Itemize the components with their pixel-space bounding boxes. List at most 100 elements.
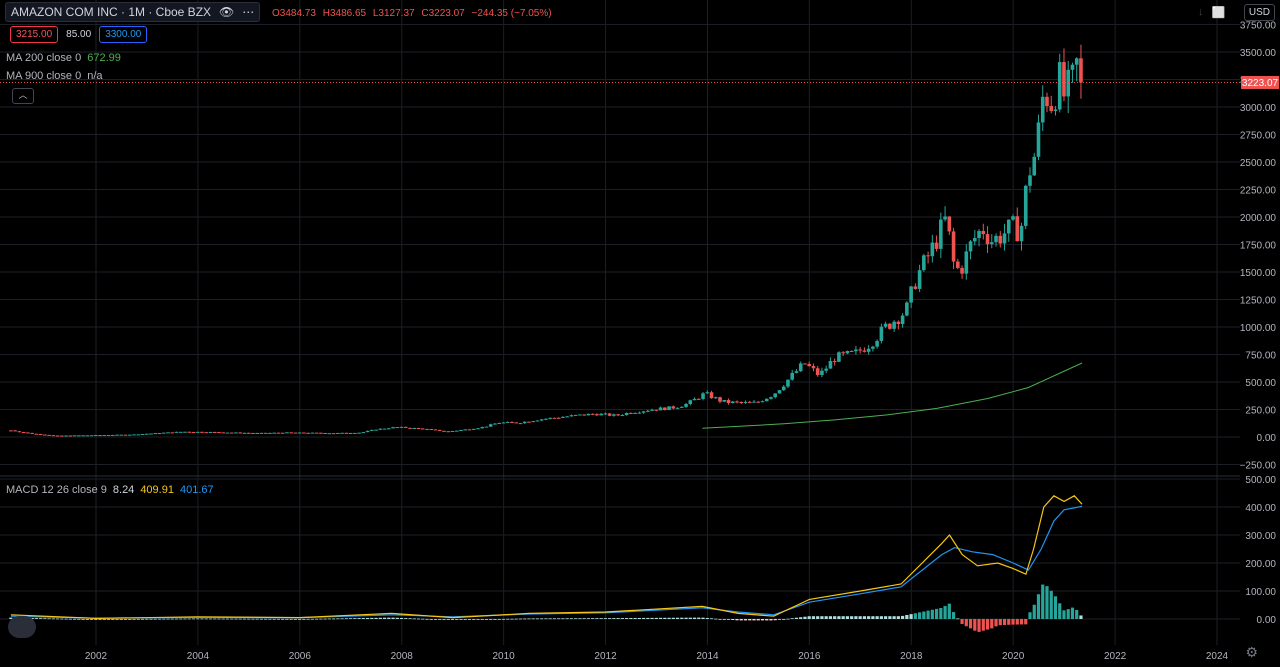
macd-hist-bar bbox=[667, 617, 671, 619]
candle-body bbox=[26, 432, 30, 434]
candle-body bbox=[841, 352, 845, 354]
macd-hist-bar bbox=[89, 619, 94, 620]
macd-hist-bar bbox=[990, 619, 994, 629]
candle-body bbox=[293, 432, 298, 434]
candle-body bbox=[505, 421, 510, 423]
macd-hist-bar bbox=[735, 619, 739, 621]
macd-legend[interactable]: MACD 12 26 close 9 8.24 409.91 401.67 bbox=[6, 484, 214, 496]
candle-body bbox=[497, 423, 502, 425]
macd-hist-bar bbox=[374, 617, 378, 619]
macd-hist-bar bbox=[799, 617, 803, 619]
candle-body bbox=[663, 407, 667, 411]
candle-body bbox=[582, 414, 586, 416]
candle-body bbox=[590, 413, 595, 415]
candle-body bbox=[917, 270, 922, 289]
macd-hist-bar bbox=[565, 618, 569, 620]
macd-hist-bar bbox=[850, 616, 854, 619]
eye-icon[interactable]: 👁 bbox=[219, 5, 235, 19]
candle-body bbox=[306, 432, 310, 434]
macd-hist-bar bbox=[1036, 594, 1041, 619]
candle-body bbox=[1019, 225, 1024, 242]
macd-hist-bar bbox=[238, 618, 242, 620]
candle-body bbox=[956, 261, 960, 268]
time-axis[interactable]: 2002 2004 2006 2008 2010 2012 2014 2016 2018 2020… bbox=[85, 651, 1229, 662]
candle-body bbox=[195, 431, 200, 433]
ma900-legend[interactable]: MA 900 close 0 n/a bbox=[6, 70, 103, 82]
symbol-title[interactable]: AMAZON COM INC · 1M · Cboe BZX bbox=[11, 5, 212, 19]
candle-body bbox=[259, 432, 264, 434]
macd-axis[interactable]: 500.00 400.00 300.00 200.00 100.00 0.00 bbox=[1245, 475, 1276, 626]
macd-hist-bar bbox=[1049, 590, 1053, 619]
macd-hist-bar bbox=[399, 617, 404, 619]
macd-hist-bar bbox=[722, 619, 726, 620]
candle-body bbox=[832, 361, 837, 363]
sell-button[interactable]: 3215.00 bbox=[10, 26, 59, 43]
candle-body bbox=[30, 432, 34, 434]
macd-hist-bar bbox=[1045, 586, 1049, 619]
candle-body bbox=[246, 432, 251, 434]
macd-hist-bar bbox=[569, 618, 574, 620]
candle-body bbox=[518, 423, 523, 425]
candle-body bbox=[140, 433, 145, 435]
price-tick-label: 1750.00 bbox=[1240, 241, 1277, 252]
candle-body bbox=[573, 414, 578, 416]
tradingview-logo-icon[interactable] bbox=[8, 616, 36, 638]
currency-button[interactable]: USD bbox=[1243, 4, 1275, 21]
macd-hist-bar bbox=[404, 618, 408, 619]
macd-hist-bar bbox=[276, 618, 281, 620]
ma200-legend[interactable]: MA 200 close 0 672.99 bbox=[6, 52, 121, 64]
candle-body bbox=[501, 422, 506, 424]
candle-body bbox=[752, 401, 756, 403]
more-icon[interactable]: ⋯ bbox=[242, 5, 255, 19]
candle-body bbox=[892, 321, 896, 329]
candle-body bbox=[387, 428, 391, 430]
candle-body bbox=[13, 430, 17, 432]
candle-body bbox=[81, 435, 85, 437]
macd-hist-bar bbox=[476, 619, 480, 620]
candle-body bbox=[204, 432, 209, 434]
macd-hist-bar bbox=[862, 616, 866, 619]
candle-body bbox=[866, 348, 871, 352]
candle-body bbox=[654, 409, 659, 411]
macd-hist-bar bbox=[1066, 609, 1070, 619]
candle-body bbox=[989, 242, 994, 245]
macd-hist-bar bbox=[200, 618, 204, 620]
candle-body bbox=[769, 397, 773, 399]
candle-body bbox=[467, 429, 472, 431]
candle-body bbox=[701, 393, 705, 399]
candle-body bbox=[1028, 175, 1032, 186]
macd-hist-bar bbox=[752, 619, 756, 621]
macd-hist-bar bbox=[748, 619, 752, 621]
symbol-header[interactable]: AMAZON COM INC · 1M · Cboe BZX 👁 ⋯ bbox=[5, 2, 261, 22]
candle-body bbox=[633, 412, 637, 414]
price-axis[interactable]: 3750.003500.003250.003000.002750.002500.… bbox=[1240, 21, 1277, 472]
candle-body bbox=[191, 431, 196, 433]
fullscreen-icon[interactable]: ⬜ bbox=[1211, 7, 1226, 19]
macd-label: MACD 12 26 close 9 bbox=[6, 484, 107, 496]
candle-body bbox=[166, 432, 170, 434]
macd-hist-bar bbox=[726, 619, 731, 620]
macd-hist-bar bbox=[934, 608, 939, 619]
macd-hist-bar bbox=[557, 618, 561, 620]
time-tick-label: 2006 bbox=[289, 651, 312, 662]
download-icon[interactable]: ↓ bbox=[1198, 6, 1204, 18]
macd-hist-bar bbox=[743, 619, 748, 621]
candle-body bbox=[1045, 96, 1049, 107]
collapse-legend-button[interactable]: ︿ bbox=[12, 88, 34, 104]
candle-body bbox=[535, 420, 540, 422]
macd-hist-bar bbox=[892, 616, 896, 619]
candle-body bbox=[781, 386, 786, 391]
macd-hist-bar bbox=[442, 619, 446, 620]
macd-hist-bar bbox=[977, 619, 981, 632]
macd-hist-bar bbox=[272, 618, 276, 620]
macd-hist-bar bbox=[157, 618, 162, 620]
macd-hist-bar bbox=[527, 618, 531, 620]
buy-button[interactable]: 3300.00 bbox=[99, 26, 148, 43]
gear-icon[interactable]: ⚙ bbox=[1245, 644, 1258, 660]
macd-hist-bar bbox=[582, 618, 586, 620]
candle-body bbox=[225, 432, 230, 434]
candle-body bbox=[115, 434, 119, 436]
candle-body bbox=[289, 432, 293, 434]
price-tick-label: 250.00 bbox=[1245, 406, 1276, 417]
